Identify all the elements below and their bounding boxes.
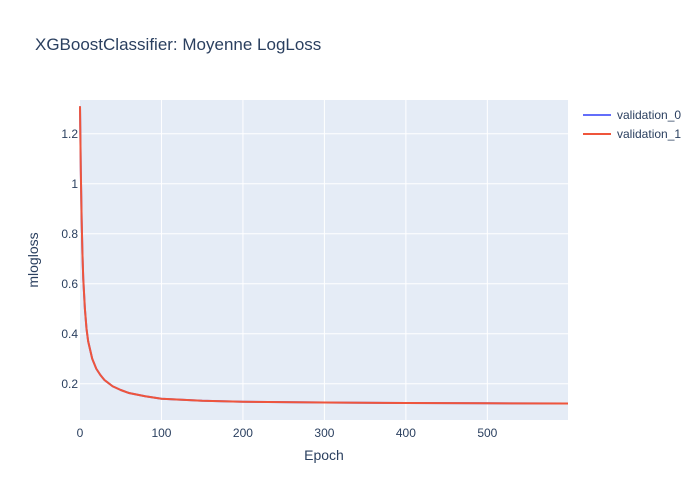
series-lines — [79, 106, 569, 405]
y-tick-label: 0.4 — [61, 327, 78, 341]
x-axis-ticks: 0 100 200 300 400 500 — [77, 426, 498, 440]
x-tick-label: 400 — [396, 426, 416, 440]
y-tick-label: 0.8 — [61, 227, 78, 241]
y-axis-title: mlogloss — [25, 232, 41, 287]
y-tick-label: 1 — [71, 177, 78, 191]
x-tick-label: 0 — [77, 426, 84, 440]
x-axis-title: Epoch — [304, 447, 344, 463]
x-tick-label: 100 — [151, 426, 171, 440]
y-axis-ticks: 0.2 0.4 0.6 0.8 1 1.2 — [61, 127, 78, 391]
y-tick-label: 1.2 — [61, 127, 78, 141]
y-tick-label: 0.2 — [61, 377, 78, 391]
series-line-validation_1 — [79, 106, 569, 405]
x-tick-label: 500 — [477, 426, 497, 440]
x-gridlines — [160, 100, 488, 420]
x-tick-label: 300 — [314, 426, 334, 440]
legend-label-validation_0[interactable]: validation_0 — [617, 108, 681, 122]
legend-label-validation_1[interactable]: validation_1 — [617, 127, 681, 141]
chart-title: XGBoostClassifier: Moyenne LogLoss — [35, 35, 321, 54]
y-gridlines — [80, 133, 568, 385]
x-tick-label: 200 — [233, 426, 253, 440]
legend: validation_0 validation_1 — [583, 108, 681, 141]
y-tick-label: 0.6 — [61, 277, 78, 291]
